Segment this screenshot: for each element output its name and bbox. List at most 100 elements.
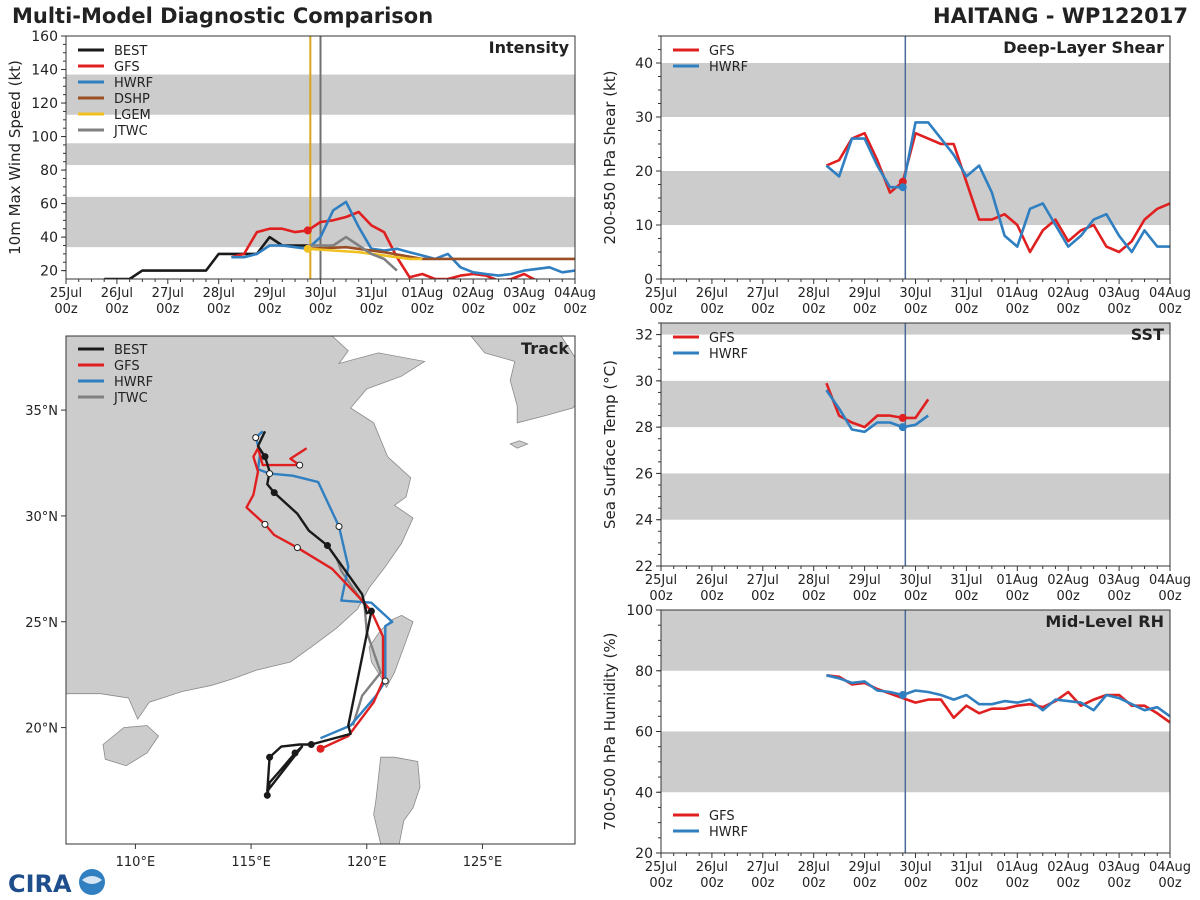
track-legend-label-gfs: GFS <box>114 359 140 374</box>
track-forecast-dot <box>296 461 304 469</box>
track-best-dot <box>307 741 315 749</box>
rh-xtick-label-hour: 00z <box>802 876 826 891</box>
sst-ytick-label: 32 <box>635 328 653 344</box>
intensity-ytick-label: 120 <box>31 96 58 112</box>
sst-xtick-label-date: 25Jul <box>645 573 677 588</box>
intensity-xtick-label-hour: 00z <box>411 302 435 317</box>
track-forecast-dot <box>261 520 269 528</box>
track-legend-label-best: BEST <box>114 343 147 358</box>
shear-legend-label-hwrf: HWRF <box>709 60 748 75</box>
rh-series-hwrf <box>826 674 1170 718</box>
track-legend-label-jtwc: JTWC <box>113 391 148 406</box>
intensity-xtick-label-hour: 00z <box>156 302 180 317</box>
track-forecast-dot <box>252 434 260 442</box>
intensity-xtick-label-date: 03Aug <box>503 286 545 301</box>
shear-xtick-label-hour: 00z <box>751 302 775 317</box>
sst-series-hwrf <box>825 389 929 434</box>
intensity-xtick-label-hour: 00z <box>105 302 129 317</box>
shear-series-hwrf <box>825 121 1170 254</box>
shear-ytick-label: 10 <box>635 218 653 234</box>
sst-xtick-label-date: 30Jul <box>899 573 931 588</box>
track-gfs-start-dot <box>316 744 325 753</box>
logo-text: CIRA <box>8 870 72 898</box>
intensity-legend-label-best: BEST <box>114 44 147 59</box>
track-forecast-dot <box>381 677 389 685</box>
shear-xtick-label-date: 27Jul <box>747 286 779 301</box>
track-best-dot <box>367 607 375 615</box>
sst-band <box>661 473 1170 520</box>
sst-xtick-label-date: 31Jul <box>950 573 982 588</box>
sst-xtick-label-hour: 00z <box>649 589 673 604</box>
track-line-gfs <box>245 447 385 750</box>
rh-xtick-label-date: 01Aug <box>996 860 1038 875</box>
storm-id: HAITANG - WP122017 <box>933 4 1188 28</box>
rh-xtick-label-hour: 00z <box>955 876 979 891</box>
intensity-ytick-label: 140 <box>31 63 58 79</box>
sst-ylabel: Sea Surface Temp (°C) <box>601 360 619 529</box>
mainland-land <box>66 336 426 720</box>
intensity-series-jtwc <box>307 235 398 272</box>
sst-plot-area <box>661 323 1170 566</box>
rh-ylabel: 700-500 hPa Humidity (%) <box>601 632 619 830</box>
rh-xtick-label-date: 27Jul <box>747 860 779 875</box>
sst-ytick-label: 22 <box>635 559 653 575</box>
track-xtick-label: 120°E <box>347 855 387 870</box>
shear-ytick-label: 20 <box>635 164 653 180</box>
sst-ytick-label: 28 <box>635 420 653 436</box>
shear-ytick-label: 0 <box>644 272 653 288</box>
sst-legend-label-gfs: GFS <box>709 331 735 346</box>
rh-xtick-label-hour: 00z <box>700 876 724 891</box>
rh-ytick-label: 80 <box>635 664 653 680</box>
track-xtick-label: 125°E <box>463 855 503 870</box>
intensity-ytick-label: 20 <box>40 264 58 280</box>
intensity-xtick-label-hour: 00z <box>258 302 282 317</box>
intensity-legend-label-jtwc: JTWC <box>113 124 148 139</box>
intensity-xtick-label-date: 02Aug <box>452 286 494 301</box>
intensity-legend-label-hwrf: HWRF <box>114 76 153 91</box>
intensity-plot-area <box>66 36 575 279</box>
rh-xtick-label-date: 30Jul <box>899 860 931 875</box>
intensity-xtick-label-date: 29Jul <box>253 286 285 301</box>
shear-xtick-label-date: 02Aug <box>1047 286 1089 301</box>
shear-panel: 01020304025Jul00z26Jul00z27Jul00z28Jul00… <box>601 35 1191 317</box>
intensity-xtick-label-hour: 00z <box>54 302 78 317</box>
shear-xtick-label-date: 28Jul <box>798 286 830 301</box>
shear-xtick-label-hour: 00z <box>700 302 724 317</box>
shear-band <box>661 63 1170 117</box>
sst-xtick-label-hour: 00z <box>751 589 775 604</box>
sst-xtick-label-date: 29Jul <box>848 573 880 588</box>
track-best-dot <box>291 749 299 757</box>
shear-panel-title: Deep-Layer Shear <box>1003 38 1164 57</box>
rh-xtick-label-hour: 00z <box>751 876 775 891</box>
track-best-dot <box>261 453 269 461</box>
sst-xtick-label-date: 04Aug <box>1149 573 1191 588</box>
figure-title: Multi-Model Diagnostic Comparison <box>12 4 434 28</box>
intensity-xtick-label-hour: 00z <box>563 302 587 317</box>
sst-band <box>661 380 1170 428</box>
intensity-xtick-label-hour: 00z <box>309 302 333 317</box>
rh-xtick-label-hour: 00z <box>1158 876 1182 891</box>
intensity-panel-title: Intensity <box>489 38 570 57</box>
sst-legend-label-hwrf: HWRF <box>709 347 748 362</box>
sst-xtick-label-hour: 00z <box>700 589 724 604</box>
sst-marker-hwrf <box>898 423 907 432</box>
shear-ytick-label: 30 <box>635 110 653 126</box>
sst-xtick-label-hour: 00z <box>1107 589 1131 604</box>
sst-xtick-label-hour: 00z <box>1158 589 1182 604</box>
track-forecast-dot <box>266 470 274 478</box>
track-panel-title: Track <box>521 339 569 358</box>
shear-xtick-label-hour: 00z <box>904 302 928 317</box>
intensity-xtick-label-date: 31Jul <box>355 286 387 301</box>
sst-xtick-label-hour: 00z <box>1006 589 1030 604</box>
intensity-ytick-label: 160 <box>31 29 58 45</box>
sst-xtick-label-hour: 00z <box>904 589 928 604</box>
track-ytick-label: 30°N <box>25 510 58 525</box>
sst-xtick-label-date: 01Aug <box>996 573 1038 588</box>
track-ytick-label: 35°N <box>25 404 58 419</box>
sst-panel-title: SST <box>1131 325 1164 344</box>
intensity-xtick-label-date: 04Aug <box>554 286 596 301</box>
rh-xtick-label-date: 31Jul <box>950 860 982 875</box>
rh-xtick-label-date: 03Aug <box>1098 860 1140 875</box>
